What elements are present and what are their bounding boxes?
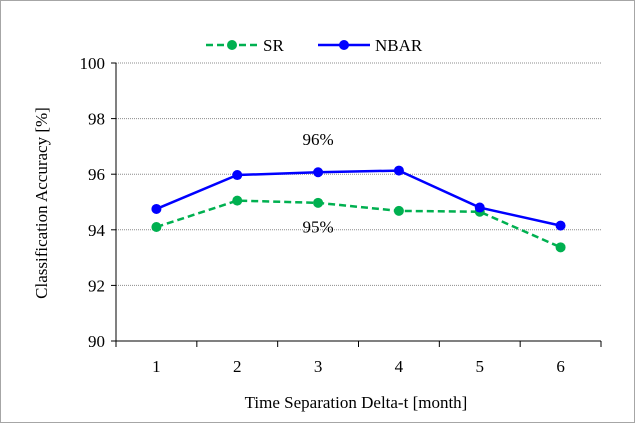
legend-marker-nbar: [339, 40, 349, 50]
y-tick-label: 96: [88, 165, 105, 184]
series-lines: [151, 165, 566, 253]
series-line-sr: [156, 199, 562, 249]
x-tick-label: 1: [152, 357, 161, 376]
y-tick-label: 98: [88, 110, 105, 129]
y-tick-labels: 90 92 94 96 98 100: [80, 54, 106, 351]
axes: [111, 62, 602, 347]
annotation-label: 95%: [302, 218, 333, 237]
data-point-sr: [232, 195, 243, 206]
legend-marker-sr: [227, 40, 237, 50]
data-point-nbar: [313, 167, 324, 178]
y-tick-label: 100: [80, 54, 106, 73]
y-tick-label: 92: [88, 276, 105, 295]
x-tick-label: 2: [233, 357, 242, 376]
legend-label-nbar: NBAR: [375, 36, 423, 55]
x-tick-label: 3: [314, 357, 323, 376]
x-tick-labels: 1 2 3 4 5 6: [152, 357, 565, 376]
data-point-nbar: [474, 202, 485, 213]
series-line-nbar: [155, 169, 561, 227]
annotations: 96% 95%: [302, 130, 333, 237]
x-axis-label: Time Separation Delta-t [month]: [245, 393, 468, 412]
data-point-sr: [313, 197, 324, 208]
annotation-label: 96%: [302, 130, 333, 149]
legend: SR NBAR: [206, 36, 423, 55]
x-tick-label: 6: [556, 357, 565, 376]
data-point-nbar: [151, 203, 162, 214]
y-axis-label: Classification Accuracy [%]: [32, 107, 51, 299]
y-tick-label: 90: [88, 332, 105, 351]
x-tick-label: 4: [395, 357, 404, 376]
x-tick-label: 5: [476, 357, 485, 376]
data-point-sr: [151, 222, 162, 233]
gridlines: [116, 62, 601, 286]
data-point-sr: [555, 242, 566, 253]
data-point-nbar: [232, 170, 243, 181]
data-point-nbar: [555, 220, 566, 231]
legend-label-sr: SR: [263, 36, 284, 55]
y-tick-label: 94: [88, 221, 106, 240]
data-point-nbar: [393, 165, 404, 176]
data-point-sr: [393, 205, 404, 216]
